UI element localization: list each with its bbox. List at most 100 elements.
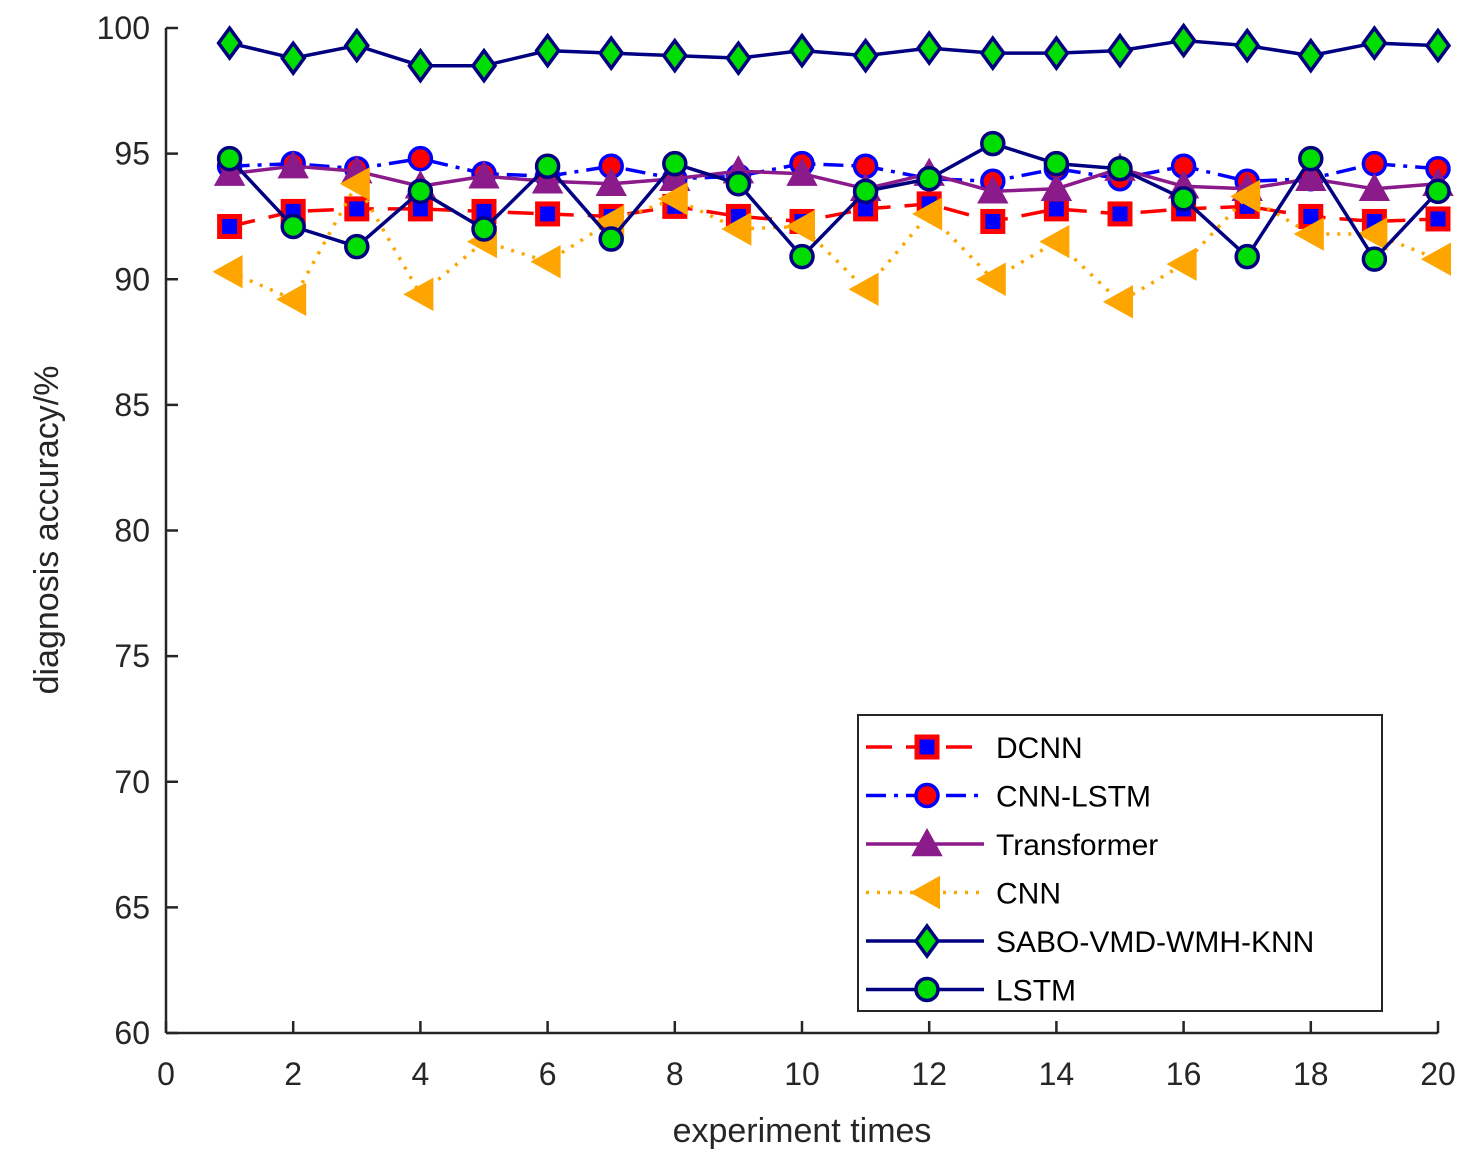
x-tick-label: 18 [1293,1056,1329,1092]
transformer-point [213,157,246,186]
x-tick-label: 0 [157,1056,175,1092]
cnn-point [975,262,1006,296]
sabo-vmd-wmh-knn-point [280,40,307,77]
cnn-point [276,282,307,317]
legend-label: LSTM [996,975,1076,1008]
lstm-point [725,171,752,197]
lstm-point [280,213,306,240]
cnn-point [657,182,688,216]
cnn-point [339,167,370,201]
transformer-point [468,160,500,189]
transformer-point [1040,172,1073,201]
cnn-point [1420,242,1451,276]
transformer-point [595,167,627,196]
legend-marker [914,976,940,1003]
dcnn-point [980,208,1006,234]
x-tick-label: 6 [539,1056,557,1092]
sabo-vmd-wmh-knn-point [534,32,561,69]
series-transformer [213,150,1454,204]
legend-item-transformer: Transformer [866,827,1158,862]
sabo-vmd-wmh-knn-point [852,37,879,74]
legend-item-dcnn: DCNN [866,732,1083,765]
sabo-vmd-wmh-knn-point [725,40,752,77]
sabo-vmd-wmh-knn-point [916,30,943,67]
y-tick-label: 60 [114,1015,150,1051]
sabo-vmd-wmh-knn-point [661,37,688,74]
sabo-vmd-wmh-knn-point [1043,35,1070,72]
dcnn-point [1425,206,1451,232]
lstm-point [1043,150,1070,177]
sabo-vmd-wmh-knn-point [1106,32,1134,69]
lstm-point [662,150,688,177]
lstm-point [407,178,434,205]
y-axis-title: diagnosis accuracy/% [28,366,66,695]
dcnn-point [344,196,370,222]
y-tick-label: 75 [114,638,150,674]
dcnn-point [1107,201,1133,227]
lstm-point [1170,186,1197,212]
cnn-point [912,197,943,231]
y-tick-label: 80 [114,513,150,549]
series-cnn [212,167,1451,319]
x-tick-label: 10 [784,1056,820,1092]
x-tick-label: 4 [412,1056,430,1092]
series-lstm [216,130,1451,272]
cnn-point [1357,217,1388,251]
cnn-point [1293,217,1324,251]
dcnn-point [217,213,243,239]
lstm-point [916,166,942,192]
x-axis-title: experiment times [673,1112,932,1150]
legend-item-sabo-vmd-wmh-knn: SABO-VMD-WMH-KNN [866,923,1314,959]
cnn-point [530,244,561,279]
legend-marker [911,827,943,857]
legend-item-cnn: CNN [866,875,1061,911]
cnn-point [1230,179,1261,214]
dcnn-point [535,201,561,227]
cnn-point [1039,224,1070,259]
sabo-vmd-wmh-knn-point [1424,27,1452,64]
cnn-point [848,272,879,306]
legend-marker [909,875,940,910]
transformer-point [786,157,818,186]
lstm-point [344,233,370,260]
series-sabo-vmd-wmh-knn [216,22,1452,84]
legend-label: SABO-VMD-WMH-KNN [996,926,1314,959]
x-tick-label: 12 [911,1056,947,1092]
transformer-point [977,175,1009,204]
legend-label: Transformer [996,829,1158,862]
legend-box [857,714,1383,1012]
legend-item-lstm: LSTM [866,975,1076,1008]
x-tick-label: 8 [666,1056,684,1092]
series-layer [212,22,1454,319]
lstm-point [980,130,1006,157]
x-tick-label: 20 [1420,1056,1456,1092]
lstm-point [789,243,815,270]
y-tick-label: 100 [97,10,150,46]
lstm-point [598,226,624,252]
lstm-point [1234,243,1260,270]
legend-item-cnn-lstm: CNN-LSTM [866,781,1151,814]
lstm-point [852,178,879,205]
lstm-point [216,145,243,172]
legend-marker [914,734,940,760]
sabo-vmd-wmh-knn-point [788,32,816,69]
transformer-point [531,165,564,194]
sabo-vmd-wmh-knn-point [1170,22,1197,59]
cnn-lstm-point [1361,150,1388,177]
y-tick-label: 95 [114,136,150,172]
y-tick-label: 85 [114,387,150,423]
cnn-point [403,277,434,312]
lstm-point [1107,155,1133,182]
legend-marker [913,923,941,959]
cnn-lstm-point [407,145,434,172]
dcnn-point [1043,196,1069,222]
transformer-point [1295,162,1327,191]
transformer-point [277,150,309,179]
sabo-vmd-wmh-knn-point [598,35,625,72]
y-ticks: 60 65 70 75 80 85 90 95 100 [97,10,178,1051]
y-tick-label: 90 [114,261,150,297]
sabo-vmd-wmh-knn-point [1297,37,1324,74]
x-ticks: 0 2 4 6 8 10 12 14 16 18 20 [157,1021,1456,1092]
sabo-vmd-wmh-knn-point [343,27,370,64]
